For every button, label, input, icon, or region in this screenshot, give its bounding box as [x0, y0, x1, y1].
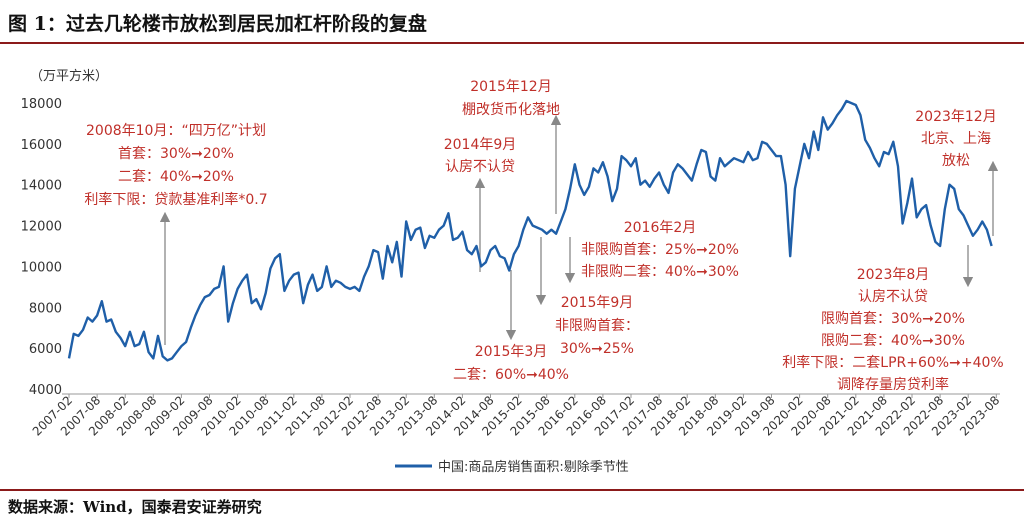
annotation-text: 非限购二套：40%➞30% [581, 264, 739, 280]
annotation-text: 二套：60%➞40% [453, 367, 569, 383]
annotation-text: 2008年10月：“四万亿”计划 [86, 123, 266, 139]
y-tick-label: 16000 [21, 138, 62, 153]
legend: 中国:商品房销售面积:剔除季节性 [395, 459, 629, 475]
annotation-text: 首套：30%➞20% [118, 146, 234, 162]
annotation-text: 2014年9月 [444, 137, 517, 153]
annotation-text: 棚改货币化落地 [462, 101, 560, 118]
y-tick-label: 4000 [29, 383, 62, 398]
annotation-text: 30%➞25% [560, 341, 634, 357]
legend-label: 中国:商品房销售面积:剔除季节性 [438, 459, 629, 475]
source-note: 数据来源：Wind，国泰君安证券研究 [8, 498, 262, 516]
annotation-text: 二套：40%➞20% [118, 169, 234, 185]
y-tick-label: 14000 [21, 179, 62, 194]
annotation-text: 放松 [942, 153, 970, 169]
figure-title: 图 1：过去几轮楼市放松到居民加杠杆阶段的复盘 [8, 13, 427, 35]
annotation-text: 2015年12月 [470, 79, 551, 95]
annotation-text: 2015年3月 [475, 344, 548, 360]
annotation-text: 限购首套：30%➞20% [821, 311, 965, 327]
y-tick-label: 12000 [21, 220, 62, 235]
y-tick-label: 18000 [21, 97, 62, 112]
annotation-text: 利率下限：贷款基准利率*0.7 [84, 191, 267, 208]
annotation-text: 认房不认贷 [445, 159, 515, 175]
annotation-text: 2015年9月 [561, 295, 634, 311]
annotation-text: 认房不认贷 [858, 289, 928, 305]
annotation-text: 利率下限：二套LPR+60%➞+40% [782, 354, 1003, 371]
title-bar: 图 1：过去几轮楼市放松到居民加杠杆阶段的复盘 [0, 0, 1024, 44]
series-line-sales-area [67, 99, 993, 362]
y-tick-label: 10000 [21, 260, 62, 275]
title-rule [0, 42, 1024, 44]
y-tick-label: 6000 [29, 342, 62, 357]
annotation-text: 非限购首套：25%➞20% [581, 242, 739, 258]
annotation-text: 调降存量房贷利率 [837, 376, 949, 393]
annotation-text: 2023年8月 [857, 267, 930, 283]
y-tick-label: 8000 [29, 301, 62, 316]
y-axis: 4000 6000 8000 10000 12000 14000 16000 18000 [21, 97, 62, 398]
annotation-text: 非限购首套： [555, 318, 639, 334]
annotation-arrows [159, 114, 999, 345]
y-unit-label: （万平方米） [30, 68, 108, 84]
annotation-text: 2023年12月 [915, 109, 996, 125]
source-rule [0, 489, 1024, 491]
annotation-text: 北京、上海 [921, 131, 991, 147]
annotation-text: 限购二套：40%➞30% [821, 333, 965, 349]
annotation-text: 2016年2月 [624, 220, 697, 236]
x-axis: 2007-022007-082008-022008-082009-022009-… [30, 393, 1003, 438]
